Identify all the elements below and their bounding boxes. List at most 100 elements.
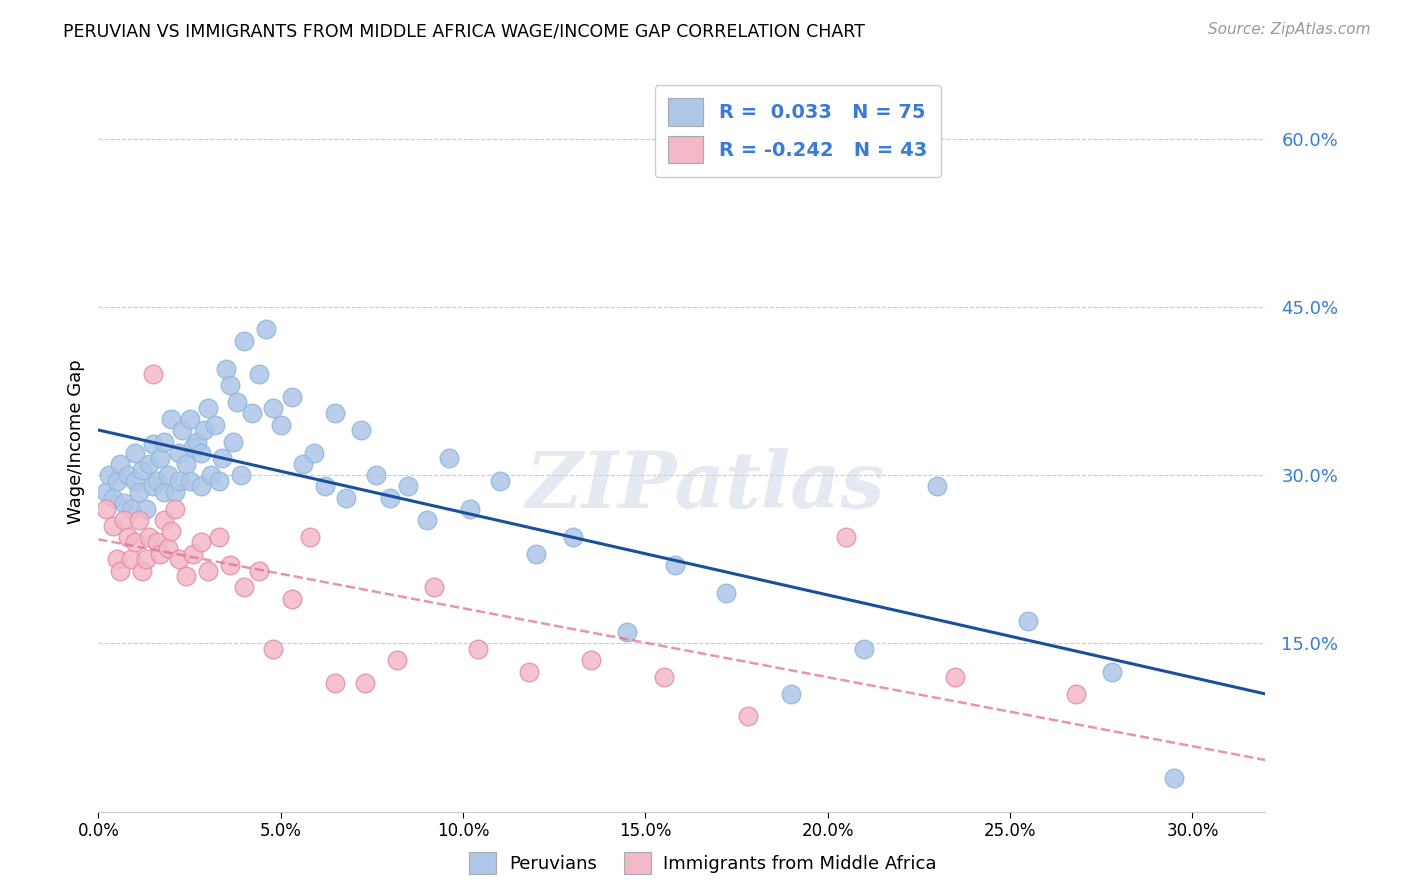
Point bbox=[561, 530, 583, 544]
Point bbox=[142, 479, 165, 493]
Point bbox=[229, 468, 252, 483]
Point bbox=[146, 474, 169, 488]
Point bbox=[124, 446, 146, 460]
Point bbox=[128, 513, 150, 527]
Point bbox=[153, 434, 176, 449]
Point bbox=[927, 479, 949, 493]
Point bbox=[945, 670, 967, 684]
Point bbox=[325, 407, 347, 421]
Point bbox=[488, 474, 510, 488]
Point bbox=[156, 541, 179, 555]
Point bbox=[181, 440, 204, 454]
Point bbox=[94, 485, 117, 500]
Point bbox=[160, 412, 183, 426]
Point bbox=[616, 625, 638, 640]
Point bbox=[172, 423, 194, 437]
Point bbox=[437, 451, 460, 466]
Text: ZIPatlas: ZIPatlas bbox=[526, 448, 884, 524]
Point bbox=[120, 501, 142, 516]
Point bbox=[835, 530, 858, 544]
Point bbox=[247, 368, 270, 382]
Point bbox=[117, 530, 139, 544]
Point bbox=[110, 564, 132, 578]
Point bbox=[524, 547, 547, 561]
Point bbox=[262, 401, 284, 415]
Point bbox=[270, 417, 292, 432]
Point bbox=[124, 535, 146, 549]
Point bbox=[204, 417, 226, 432]
Point bbox=[120, 552, 142, 566]
Point bbox=[135, 501, 157, 516]
Point bbox=[226, 395, 249, 409]
Point bbox=[128, 485, 150, 500]
Point bbox=[138, 457, 160, 471]
Point bbox=[387, 653, 409, 667]
Point bbox=[174, 569, 197, 583]
Point bbox=[167, 552, 190, 566]
Point bbox=[215, 361, 238, 376]
Point bbox=[179, 412, 201, 426]
Point bbox=[350, 423, 373, 437]
Point bbox=[124, 474, 146, 488]
Point bbox=[193, 423, 215, 437]
Point bbox=[167, 446, 190, 460]
Point bbox=[142, 437, 165, 451]
Point bbox=[174, 457, 197, 471]
Point bbox=[280, 591, 302, 606]
Y-axis label: Wage/Income Gap: Wage/Income Gap bbox=[66, 359, 84, 524]
Point bbox=[190, 479, 212, 493]
Point bbox=[664, 558, 686, 572]
Point bbox=[737, 709, 759, 723]
Point bbox=[1017, 614, 1039, 628]
Point bbox=[423, 580, 446, 594]
Point bbox=[233, 580, 256, 594]
Point bbox=[298, 530, 321, 544]
Point bbox=[460, 501, 482, 516]
Point bbox=[138, 530, 160, 544]
Point bbox=[197, 401, 219, 415]
Point bbox=[167, 474, 190, 488]
Point bbox=[181, 547, 204, 561]
Point bbox=[112, 496, 135, 510]
Point bbox=[325, 675, 347, 690]
Point bbox=[153, 513, 176, 527]
Point bbox=[467, 642, 489, 657]
Point bbox=[853, 642, 876, 657]
Point bbox=[149, 547, 172, 561]
Point bbox=[153, 485, 176, 500]
Point bbox=[149, 451, 172, 466]
Point bbox=[112, 513, 135, 527]
Point bbox=[200, 468, 222, 483]
Point bbox=[105, 552, 128, 566]
Point bbox=[117, 468, 139, 483]
Point bbox=[714, 586, 737, 600]
Point bbox=[222, 434, 245, 449]
Point bbox=[218, 558, 240, 572]
Point bbox=[396, 479, 419, 493]
Point bbox=[415, 513, 437, 527]
Point bbox=[364, 468, 387, 483]
Point bbox=[163, 485, 186, 500]
Point bbox=[262, 642, 284, 657]
Point bbox=[517, 665, 540, 679]
Point bbox=[190, 446, 212, 460]
Point bbox=[280, 390, 302, 404]
Point bbox=[233, 334, 256, 348]
Point bbox=[211, 451, 233, 466]
Point bbox=[254, 322, 277, 336]
Point bbox=[131, 462, 153, 476]
Point bbox=[163, 501, 186, 516]
Text: Source: ZipAtlas.com: Source: ZipAtlas.com bbox=[1208, 22, 1371, 37]
Point bbox=[142, 368, 165, 382]
Point bbox=[156, 468, 179, 483]
Point bbox=[110, 457, 132, 471]
Point bbox=[302, 446, 325, 460]
Point bbox=[160, 524, 183, 539]
Point bbox=[1064, 687, 1087, 701]
Point bbox=[101, 491, 124, 505]
Point bbox=[247, 564, 270, 578]
Legend: R =  0.033   N = 75, R = -0.242   N = 43: R = 0.033 N = 75, R = -0.242 N = 43 bbox=[655, 85, 941, 177]
Point bbox=[197, 564, 219, 578]
Point bbox=[98, 468, 121, 483]
Point bbox=[1101, 665, 1123, 679]
